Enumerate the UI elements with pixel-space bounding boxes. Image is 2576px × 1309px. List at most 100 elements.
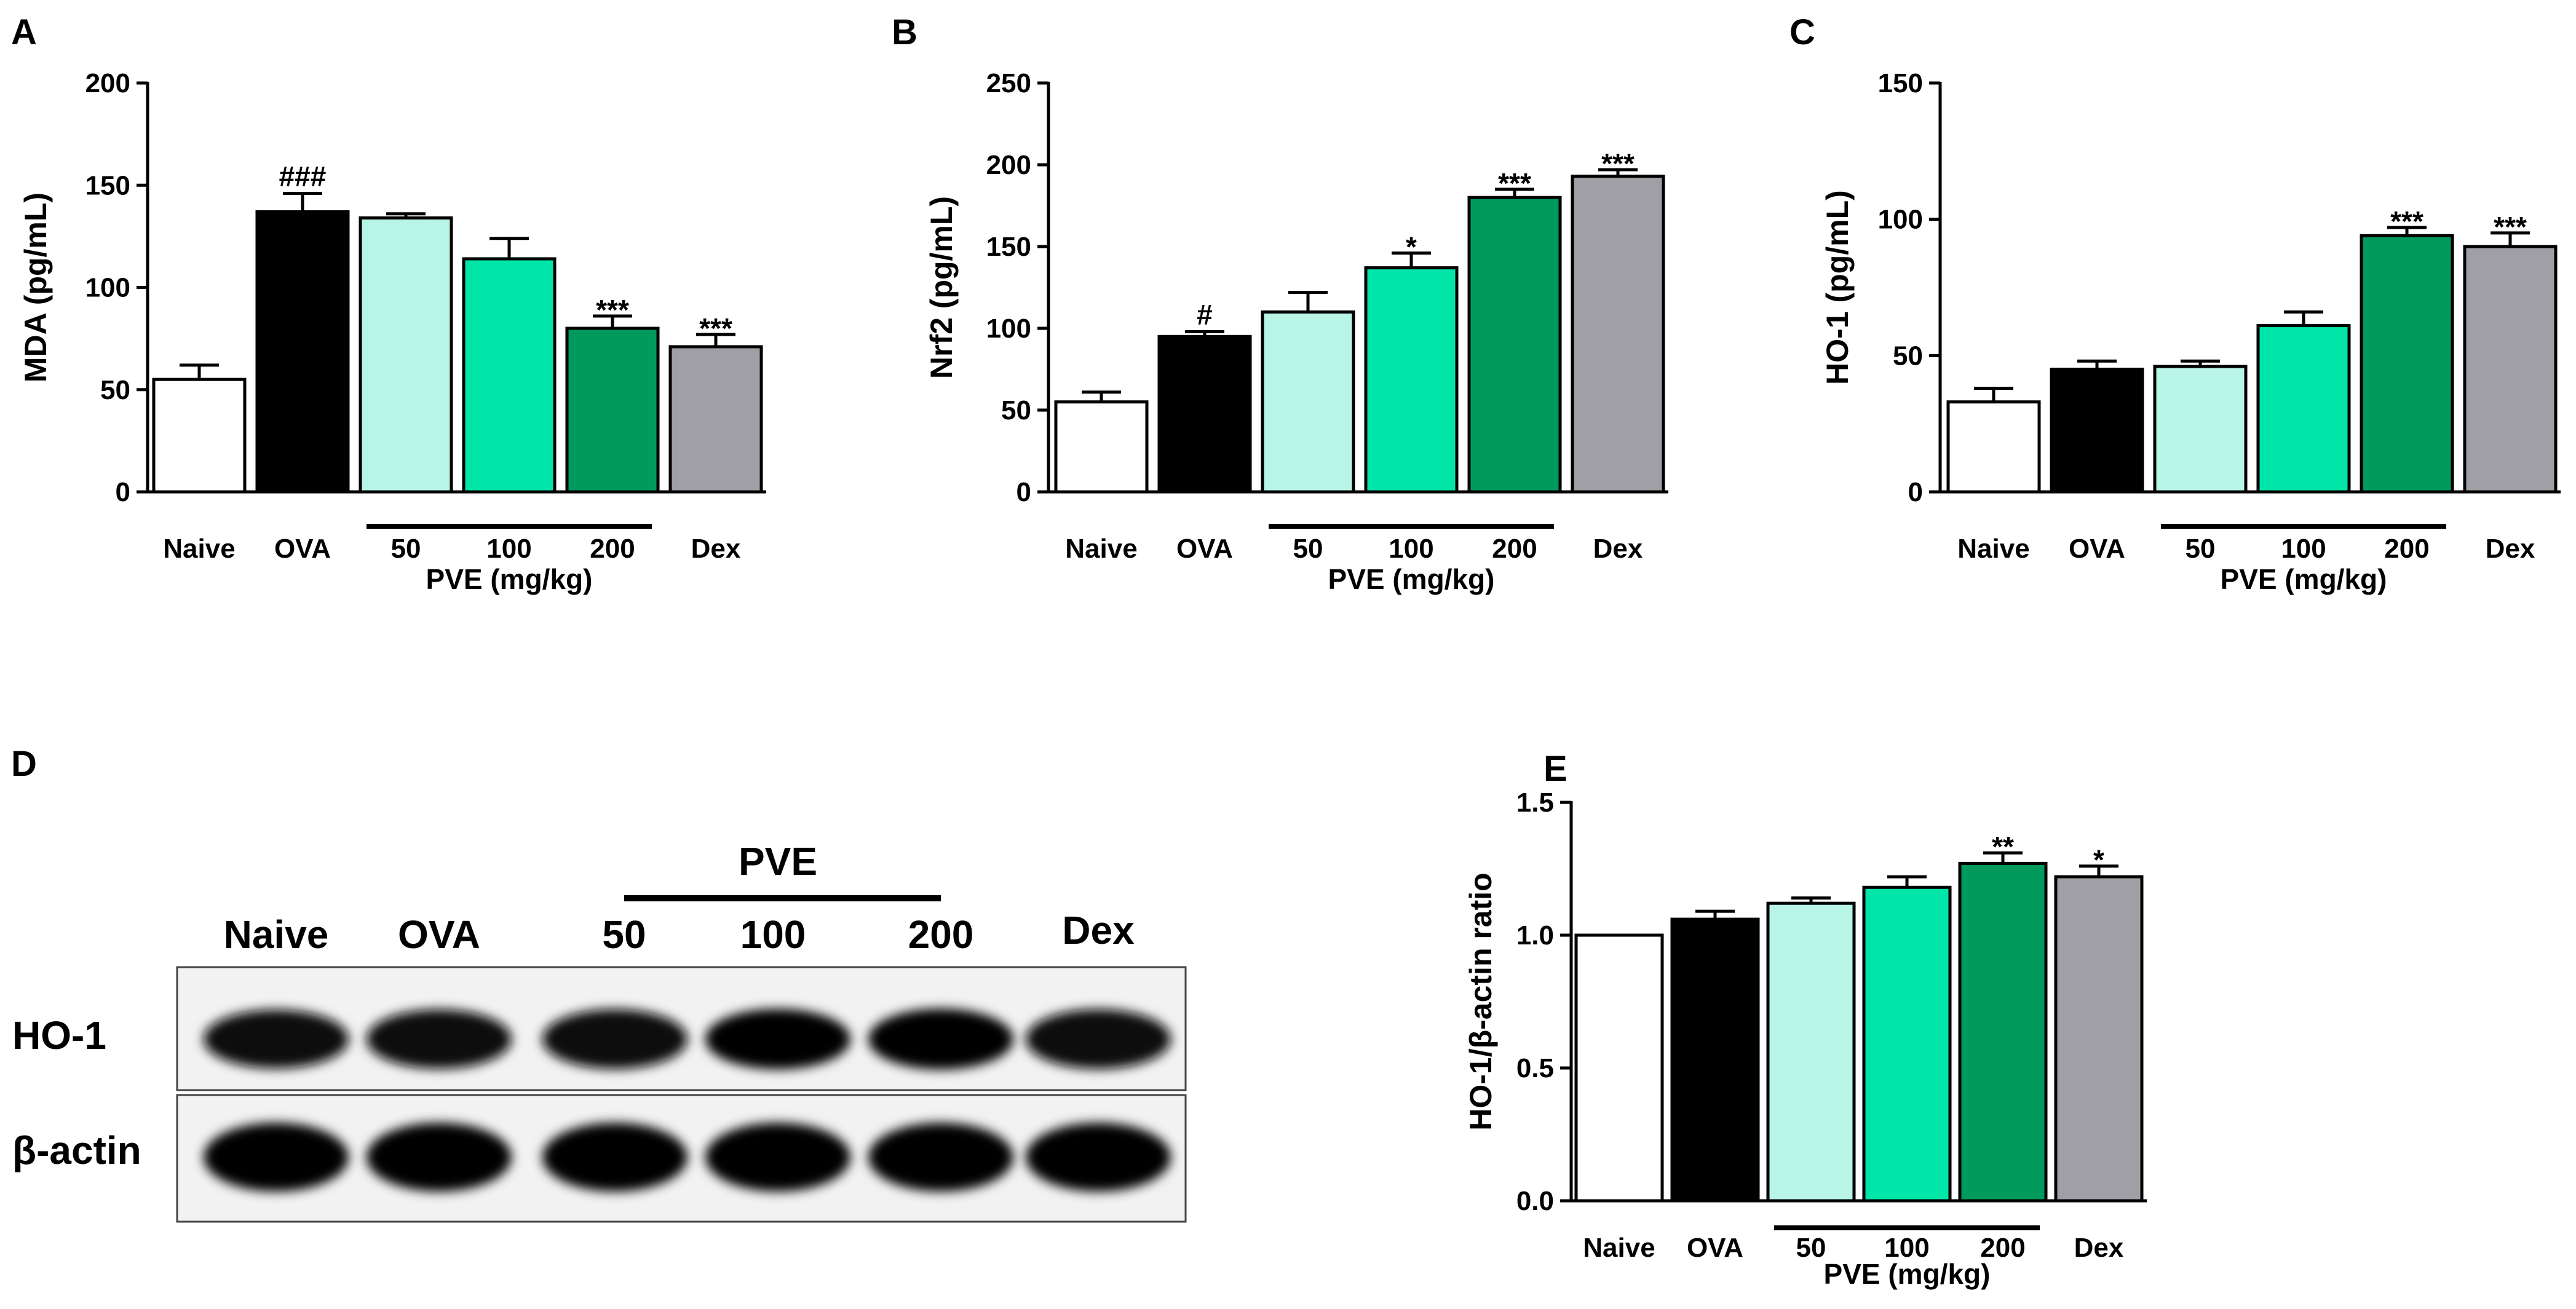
- panel-c-category-label-4: 200: [2384, 534, 2429, 564]
- panel-b-bar-0: [1054, 400, 1149, 494]
- panel-a-bar-2: [359, 216, 453, 494]
- panel-e-bar-2: [1766, 901, 1856, 1203]
- panel-c-y-tick-label: 150: [1878, 68, 1923, 98]
- blot-lane-label-dex: Dex: [1062, 908, 1135, 952]
- panel-b-y-tick-label: 0: [1017, 477, 1031, 507]
- panel-a-category-label-1: OVA: [274, 534, 331, 564]
- panel-a-group-label: PVE (mg/kg): [426, 563, 593, 595]
- blot-band-beta-actin-3: [705, 1123, 850, 1192]
- panel-b-bar-2: [1261, 310, 1355, 494]
- panel-e-category-label-0: Naive: [1583, 1233, 1655, 1263]
- panel-a-category-label-5: Dex: [691, 534, 741, 564]
- panel-b-category-label-4: 200: [1492, 534, 1537, 564]
- panel-b-y-tick-label: 150: [986, 232, 1031, 262]
- panel-b-category-label-0: Naive: [1065, 534, 1137, 564]
- panel-a-y-tick-label: 0: [116, 477, 130, 507]
- panel-a-y-tick-label: 50: [100, 375, 130, 405]
- panel-b-bar-4: [1467, 196, 1562, 494]
- panel-a-letter: A: [11, 12, 37, 52]
- panel-b-category-label-1: OVA: [1176, 534, 1233, 564]
- panel-b-significance-5: ***: [1601, 148, 1635, 180]
- panel-b-significance-3: *: [1406, 231, 1417, 263]
- panel-e-group-label: PVE (mg/kg): [1824, 1258, 1991, 1290]
- panel-a-y-tick-label: 100: [85, 273, 130, 303]
- blot-lane-label-100: 100: [740, 912, 806, 957]
- blot-band-beta-actin-4: [868, 1123, 1013, 1192]
- panel-a-significance-4: ***: [596, 294, 629, 326]
- blot-band-ho1-2: [542, 1009, 688, 1069]
- panel-e-chart: E 0.0 0.5 1.0 1.5 HO-1/β-actin ratio Naive OVA 5…: [1464, 749, 2147, 1290]
- panel-c-bar-4: [2360, 234, 2454, 494]
- panel-a-significance-5: ***: [699, 312, 732, 344]
- panel-b-chart: B 0 50 100 150 200 250 Nrf2 (pg/mL) Naive # OVA 50 *…: [892, 12, 1668, 595]
- panel-c-significance-4: ***: [2390, 205, 2423, 237]
- panel-e-bar-4: [1958, 861, 2048, 1203]
- panel-a-significance-1: ###: [279, 160, 327, 192]
- panel-c-category-label-2: 50: [2186, 534, 2216, 564]
- blot-band-beta-actin-0: [204, 1123, 349, 1192]
- blot-band-ho1-0: [204, 1010, 349, 1069]
- panel-c-y-tick-label: 100: [1878, 205, 1923, 235]
- panel-a-y-axis-title: MDA (pg/mL): [18, 192, 53, 382]
- panel-b-y-tick-label: 200: [986, 150, 1031, 180]
- panel-e-y-tick-label: 0.0: [1516, 1186, 1554, 1216]
- panel-a-y-tick-label: 150: [85, 170, 130, 200]
- panel-e-category-label-2: 50: [1796, 1233, 1826, 1263]
- panel-c-bar-2: [2153, 365, 2248, 494]
- panel-e-y-tick-label: 1.5: [1516, 788, 1554, 818]
- blot-band-beta-actin-5: [1026, 1123, 1171, 1192]
- panel-b-category-label-2: 50: [1293, 534, 1323, 564]
- blot-lane-label-naive: Naive: [224, 912, 329, 957]
- panel-b-significance-4: ***: [1498, 167, 1531, 199]
- panel-a-chart: A 0 50 100 150 200 MDA (pg/mL) Naive ### OVA 50 100…: [11, 12, 766, 595]
- panel-a-category-label-4: 200: [590, 534, 635, 564]
- panel-letter-d: D: [11, 744, 37, 784]
- blot-lane-label-ova: OVA: [398, 912, 480, 957]
- panel-b-category-label-5: Dex: [1593, 534, 1643, 564]
- panel-a-bar-4: [565, 326, 660, 494]
- panel-c-group-label: PVE (mg/kg): [2221, 563, 2387, 595]
- blot-pve-label: PVE: [739, 839, 817, 884]
- panel-c-category-label-3: 100: [2281, 534, 2326, 564]
- panel-b-significance-1: #: [1197, 298, 1213, 330]
- panel-c-y-tick-label: 0: [1908, 477, 1923, 507]
- blot-band-beta-actin-2: [542, 1123, 688, 1192]
- panel-c-bar-3: [2256, 324, 2351, 494]
- panel-e-bar-0: [1574, 933, 1664, 1203]
- panel-c-significance-5: ***: [2494, 211, 2527, 243]
- panel-b-category-label-3: 100: [1389, 534, 1433, 564]
- panel-b-group-label: PVE (mg/kg): [1328, 563, 1495, 595]
- panel-a-bar-5: [668, 345, 763, 494]
- blot-band-ho1-3: [705, 1008, 850, 1070]
- panel-a-y-tick-label: 200: [85, 68, 130, 98]
- panel-c-category-label-1: OVA: [2069, 534, 2125, 564]
- panel-c-category-label-5: Dex: [2486, 534, 2535, 564]
- panel-b-y-tick-label: 50: [1001, 395, 1031, 425]
- panel-e-y-tick-label: 1.0: [1516, 920, 1554, 951]
- panel-e-significance-5: *: [2093, 844, 2104, 876]
- panel-e-letter: E: [1544, 749, 1567, 789]
- panel-e-category-label-1: OVA: [1687, 1233, 1743, 1263]
- panel-b-letter: B: [892, 12, 917, 52]
- blot-row-label-beta-actin: β-actin: [12, 1128, 141, 1173]
- panel-c-chart: C 0 50 100 150 HO-1 (pg/mL) Naive OVA 50 100 *** 20…: [1789, 12, 2561, 595]
- blot-strip-ho1: [176, 966, 1187, 1091]
- blot-band-ho1-1: [367, 1009, 512, 1069]
- blot-bands: [204, 1008, 1171, 1192]
- panel-b-y-tick-label: 100: [986, 314, 1031, 344]
- panel-c-bar-1: [2050, 368, 2144, 494]
- panel-e-category-label-4: 200: [1980, 1233, 2025, 1263]
- panel-b-bar-3: [1364, 266, 1459, 494]
- panel-e-category-label-5: Dex: [2074, 1233, 2124, 1263]
- panel-a-bar-1: [255, 210, 350, 494]
- panel-e-category-label-3: 100: [1884, 1233, 1929, 1263]
- panel-c-category-label-0: Naive: [1957, 534, 2029, 564]
- panel-b-y-tick-label: 250: [986, 68, 1031, 98]
- panel-b-bar-1: [1157, 334, 1252, 494]
- blot-lane-label-200: 200: [908, 912, 974, 957]
- panel-e-bar-5: [2054, 875, 2144, 1203]
- panel-d-western-blot: D PVE Naive OVA 50 100 200 Dex HO-1 β-ac…: [11, 744, 1187, 1223]
- panel-e-significance-4: **: [1992, 831, 2014, 863]
- panel-c-y-axis-title: HO-1 (pg/mL): [1820, 190, 1855, 385]
